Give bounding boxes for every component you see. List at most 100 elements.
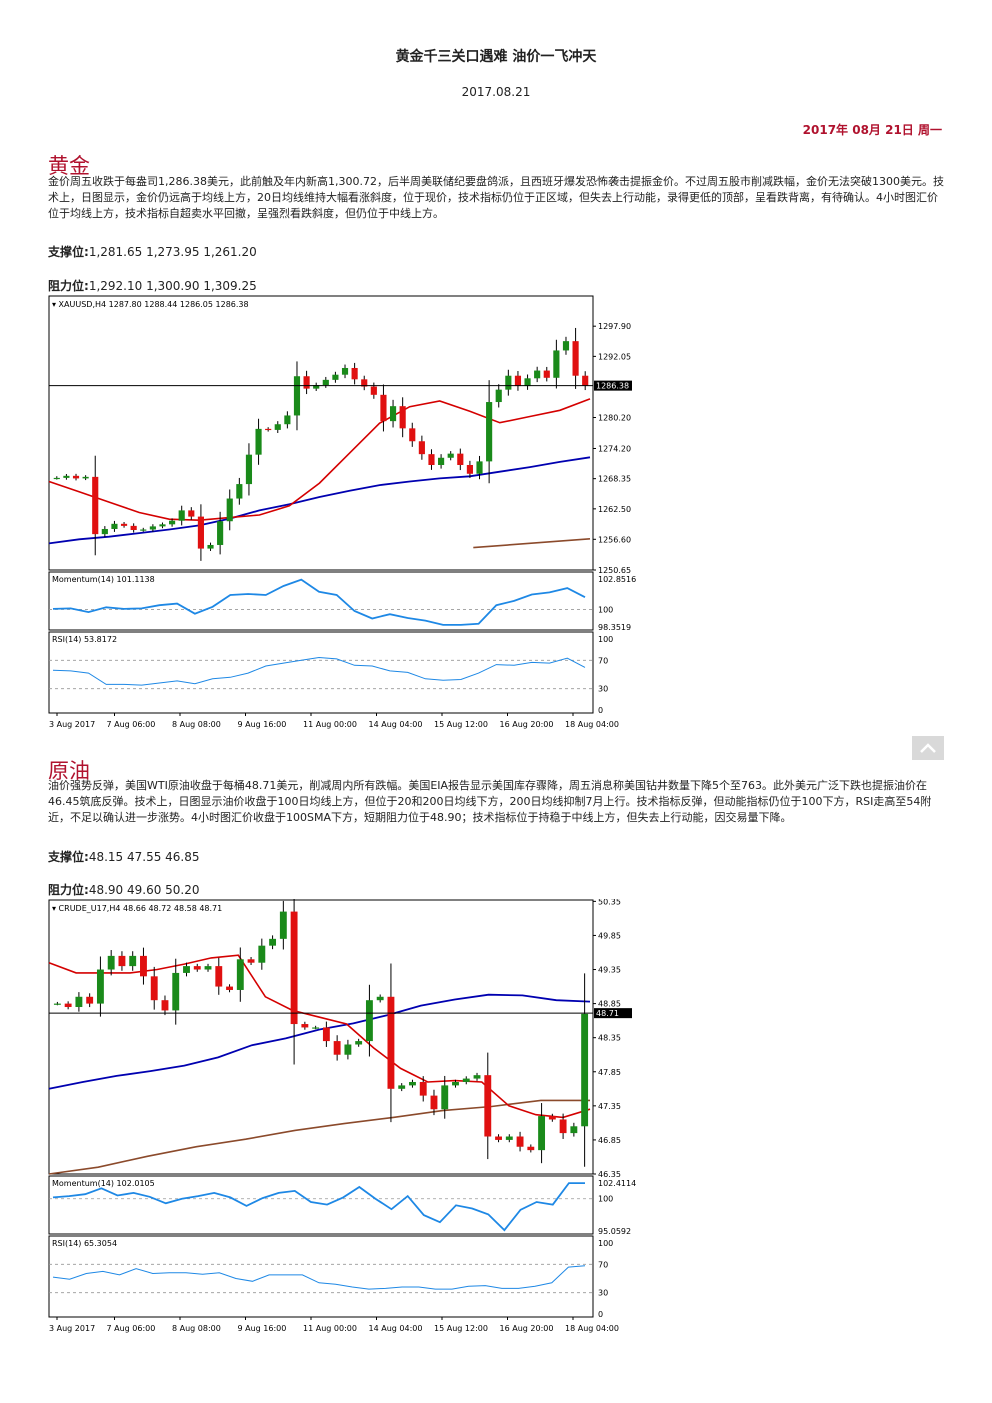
oil-candle-body: [193, 966, 201, 970]
oil-candle-body: [247, 959, 255, 963]
scroll-to-top-button[interactable]: [912, 736, 944, 760]
gold-support-levels: 支撑位:1,281.65 1,273.95 1,261.20: [48, 243, 257, 260]
oil-candle-body: [96, 969, 104, 1004]
gold-ytick-label: 1292.05: [598, 352, 631, 361]
oil-ma-slow-line: [48, 993, 591, 1090]
oil-symbol-label: ▾ CRUDE_U17,H4 48.66 48.72 48.58 48.71: [52, 904, 222, 913]
oil-indicator-label-1: RSI(14) 65.3054: [52, 1239, 117, 1248]
oil-xtick-label: 8 Aug 08:00: [172, 1324, 221, 1333]
gold-resistance-values: 1,292.10 1,300.90 1,309.25: [88, 279, 257, 293]
gold-xtick-label: 18 Aug 04:00: [565, 720, 619, 729]
oil-xtick-label: 14 Aug 04:00: [369, 1324, 423, 1333]
gold-candle-body: [495, 389, 502, 403]
oil-indicator-tick-label: 70: [598, 1260, 608, 1269]
gold-candle-body: [534, 370, 541, 379]
oil-candle-body: [107, 955, 115, 970]
gold-indicator-tick-label: 30: [598, 685, 608, 694]
gold-candle-body: [265, 428, 272, 431]
oil-indicator-tick-label: 102.4114: [598, 1179, 636, 1188]
gold-candle-body: [370, 386, 377, 395]
gold-candle-body: [149, 526, 156, 530]
gold-xtick-label: 9 Aug 16:00: [238, 720, 287, 729]
oil-resistance-levels: 阻力位:48.90 49.60 50.20: [48, 881, 200, 898]
oil-resistance-label: 阻力位:: [48, 883, 89, 897]
oil-ytick-label: 47.35: [598, 1102, 621, 1111]
oil-candle-body: [258, 945, 266, 963]
gold-candle-body: [466, 464, 473, 474]
oil-candle-body: [140, 955, 147, 977]
oil-xtick-label: 11 Aug 00:00: [303, 1324, 357, 1333]
oil-xtick-label: 15 Aug 12:00: [434, 1324, 488, 1333]
oil-candle-body: [75, 996, 83, 1008]
gold-candle-body: [92, 476, 99, 535]
oil-analysis-text: 油价强势反弹，美国WTI原油收盘于每桶48.71美元，削减周内所有跌幅。美国EI…: [48, 779, 932, 824]
oil-candle-body: [53, 1003, 61, 1005]
oil-candle-body: [365, 1000, 373, 1042]
gold-candle-body: [169, 520, 176, 525]
oil-ma-long-line: [48, 1099, 590, 1175]
gold-candle-body: [582, 375, 589, 386]
oil-indicator-tick-label: 100: [598, 1239, 613, 1248]
gold-candle-body: [514, 375, 522, 387]
oil-candle-body: [118, 955, 126, 967]
gold-candle-body: [409, 428, 416, 442]
oil-chart-svg: ▾ CRUDE_U17,H4 48.66 48.72 48.58 48.71 50…: [48, 899, 636, 1333]
oil-candle-body: [204, 966, 212, 970]
gold-candle-body: [159, 524, 166, 527]
oil-candle-body: [312, 1027, 320, 1029]
gold-candle-body: [505, 375, 512, 390]
gold-candle-body: [476, 461, 483, 474]
oil-indicator-line-0: [52, 1182, 585, 1232]
gold-xtick-label: 15 Aug 12:00: [434, 720, 488, 729]
gold-support-values: 1,281.65 1,273.95 1,261.20: [88, 245, 257, 259]
gold-candle-body: [197, 516, 204, 549]
gold-candle-body: [226, 498, 233, 522]
oil-candle-body: [505, 1136, 513, 1140]
gold-candle-body: [438, 457, 445, 465]
gold-xtick-label: 3 Aug 2017: [49, 720, 95, 729]
oil-candle-body: [269, 938, 277, 946]
gold-candle-body: [380, 394, 387, 422]
gold-indicator-pane-1: [48, 631, 594, 714]
oil-candle-body: [441, 1085, 449, 1110]
oil-xtick-label: 18 Aug 04:00: [565, 1324, 619, 1333]
gold-candle-body: [101, 528, 108, 535]
gold-xtick-label: 14 Aug 04:00: [369, 720, 423, 729]
gold-candle-body: [53, 477, 60, 480]
oil-indicator-tick-label: 30: [598, 1289, 608, 1298]
gold-candle-body: [361, 379, 368, 387]
gold-ytick-label: 1268.35: [598, 475, 631, 484]
gold-current-price-box: [594, 380, 632, 391]
gold-ytick-label: 1256.60: [598, 535, 631, 544]
oil-candle-body: [376, 996, 384, 1001]
oil-heading: 原油: [48, 759, 90, 783]
oil-candle-body: [484, 1075, 492, 1137]
gold-candle-body: [217, 521, 224, 545]
oil-candle-body: [355, 1041, 363, 1045]
gold-ytick-label: 1280.20: [598, 414, 631, 423]
oil-candle-body: [279, 911, 287, 939]
oil-candle-body: [301, 1024, 309, 1028]
oil-ytick-label: 48.35: [598, 1034, 621, 1043]
oil-indicator-tick-label: 95.0592: [598, 1227, 631, 1236]
gold-candle-body: [389, 406, 397, 422]
gold-candle-body: [428, 454, 435, 465]
oil-xtick-label: 3 Aug 2017: [49, 1324, 95, 1333]
oil-candle-body: [129, 955, 137, 967]
oil-xtick-label: 16 Aug 20:00: [500, 1324, 554, 1333]
gold-candle-body: [188, 510, 195, 517]
oil-indicator-label-0: Momentum(14) 102.0105: [52, 1179, 155, 1188]
oil-candle-body: [495, 1136, 502, 1140]
oil-candle-body: [398, 1085, 406, 1089]
oil-candle-body: [344, 1044, 352, 1055]
gold-indicator-line-1: [52, 656, 586, 686]
oil-candle-body: [183, 966, 190, 973]
oil-ytick-label: 50.35: [598, 899, 621, 906]
document-title: 黄金千三关口遇难 油价一飞冲天: [395, 49, 597, 65]
oil-indicator-tick-label: 0: [598, 1310, 603, 1319]
oil-ytick-label: 46.35: [598, 1170, 621, 1179]
chevron-up-icon: [920, 743, 936, 753]
gold-candle-body: [447, 453, 454, 458]
gold-indicator-tick-label: 98.3519: [598, 623, 631, 632]
gold-candle-body: [284, 415, 291, 425]
